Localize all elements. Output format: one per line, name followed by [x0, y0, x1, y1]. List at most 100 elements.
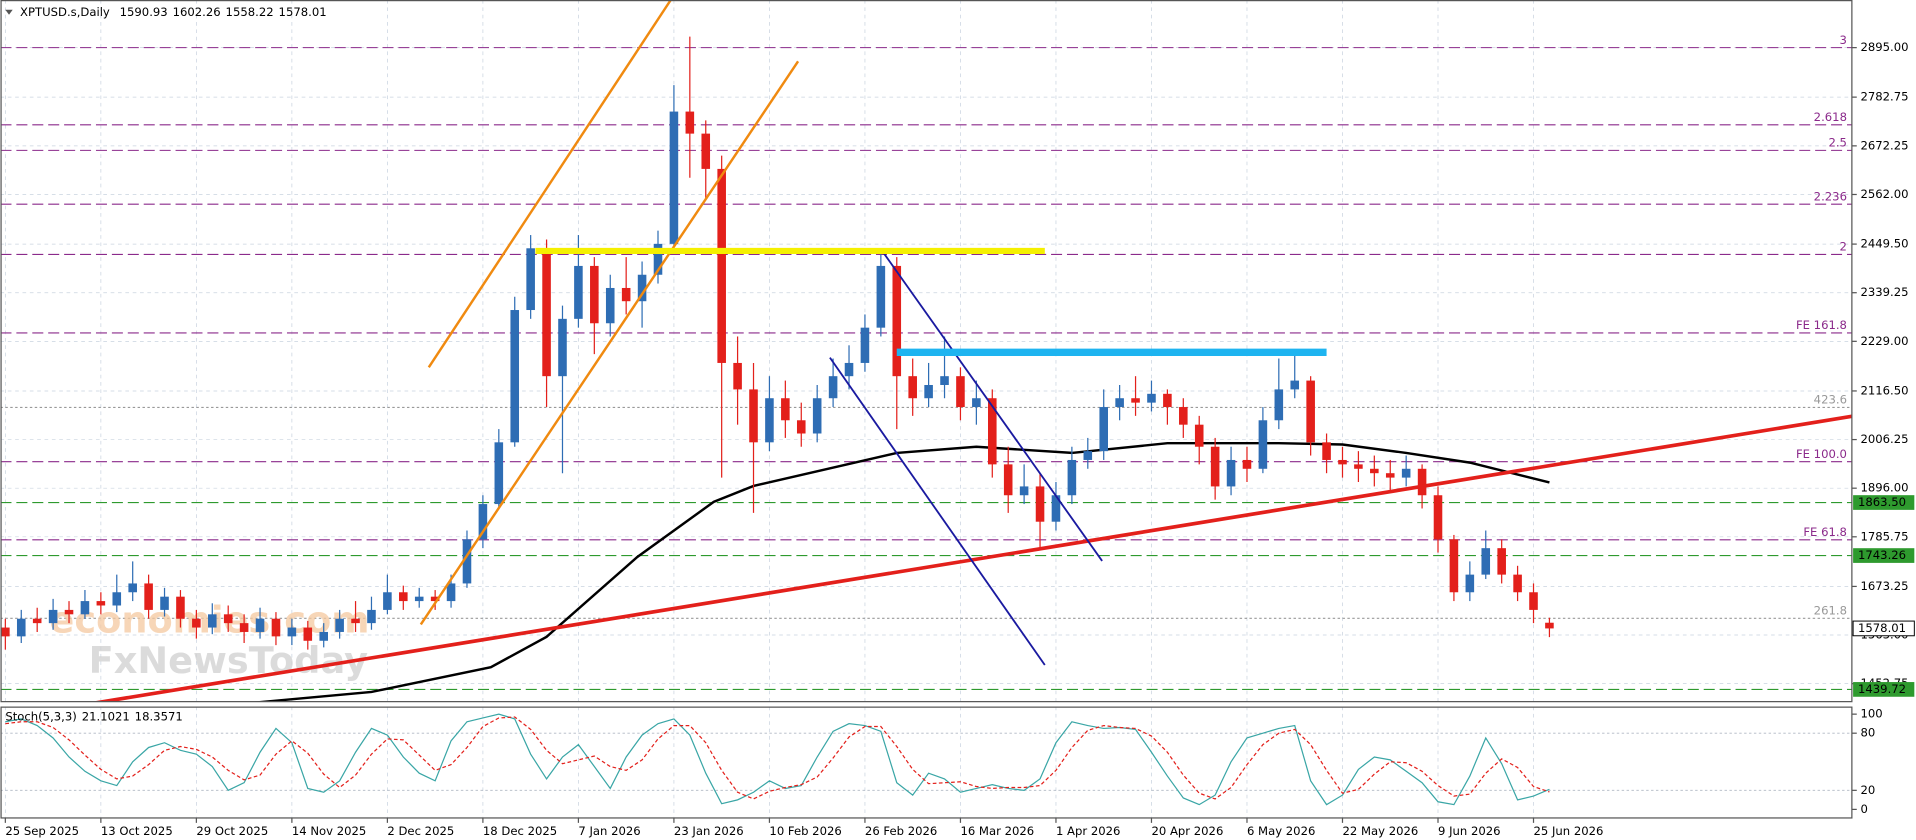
stoch-main-value: 21.1021: [82, 709, 130, 723]
candle-body: [876, 265, 886, 328]
x-tick-label: 25 Sep 2025: [5, 824, 79, 838]
level-label: 423.6: [1814, 393, 1847, 407]
level-label: 2.236: [1814, 189, 1847, 203]
candle-body: [1179, 407, 1188, 425]
stoch-panel-border: [0, 706, 1853, 819]
level-label: 2.618: [1814, 110, 1847, 124]
candle-body: [1051, 495, 1061, 522]
moving-average: [251, 441, 1550, 702]
candle-body: [924, 384, 933, 399]
collapse-icon[interactable]: [5, 9, 13, 15]
candle-body: [112, 592, 122, 606]
candle-body: [956, 376, 965, 408]
candle-body: [32, 618, 42, 624]
y-tick-label: 2672.25: [1860, 138, 1908, 152]
stoch-y-tick-label: 0: [1860, 802, 1867, 816]
candle-body: [96, 601, 106, 606]
candle-body: [1322, 442, 1331, 460]
candle-body: [653, 243, 663, 275]
high-value: 1602.26: [173, 5, 221, 19]
candle-body: [1163, 393, 1172, 408]
x-tick-label: 20 Apr 2026: [1151, 824, 1223, 838]
x-tick-label: 29 Oct 2025: [196, 824, 268, 838]
candle-body: [319, 631, 328, 641]
candle-body: [1003, 464, 1013, 496]
candle-body: [812, 398, 822, 434]
trend-line: [883, 253, 1103, 562]
x-tick-label: 26 Feb 2026: [865, 824, 937, 838]
candle-body: [1210, 446, 1220, 487]
candle-body: [1545, 622, 1554, 629]
y-tick-label: 2229.00: [1860, 334, 1908, 348]
candle-body: [701, 133, 711, 169]
symbol: XPTUSD.s,Daily: [20, 5, 110, 19]
candle-body: [733, 362, 742, 390]
y-tick-label: 1673.25: [1860, 579, 1908, 593]
candle-body: [1242, 459, 1252, 469]
candle-body: [637, 274, 647, 302]
main-plot: economies.comFxNewsToday: [0, 0, 1852, 702]
x-tick-label: 14 Nov 2025: [292, 824, 366, 838]
stoch-header: Stoch(5,3,3) 21.1021 18.3571: [5, 709, 182, 723]
y-tick-label: 1896.00: [1860, 481, 1908, 495]
level-label: FE 61.8: [1803, 525, 1847, 539]
candle-body: [1354, 464, 1363, 469]
candle-body: [128, 583, 137, 593]
candle-body: [1274, 389, 1284, 421]
candle-body: [749, 389, 758, 443]
candle-body: [271, 618, 281, 637]
candle-body: [1370, 468, 1379, 474]
candle-body: [1433, 495, 1443, 540]
x-tick-label: 22 May 2026: [1342, 824, 1418, 838]
candle-body: [1481, 548, 1491, 575]
x-tick-label: 18 Dec 2025: [483, 824, 557, 838]
price-label: 1743.26: [1858, 548, 1906, 562]
level-label: 261.8: [1814, 603, 1847, 617]
y-tick-label: 2562.00: [1860, 187, 1908, 201]
candle-body: [160, 596, 169, 610]
candle-body: [669, 111, 679, 244]
candle-body: [892, 265, 902, 377]
candle-body: [144, 583, 153, 610]
x-tick-label: 2 Dec 2025: [387, 824, 454, 838]
candle-body: [1529, 592, 1538, 610]
candle-body: [1449, 539, 1459, 593]
candle-body: [1131, 398, 1140, 403]
x-tick-label: 16 Mar 2026: [960, 824, 1034, 838]
candle-body: [414, 596, 424, 602]
candle-body: [574, 265, 583, 319]
candle-body: [399, 592, 408, 602]
x-tick-label: 7 Jan 2026: [578, 824, 640, 838]
x-tick-label: 9 Jun 2026: [1438, 824, 1501, 838]
level-label: 2.5: [1828, 136, 1847, 150]
trend-line: [427, 0, 672, 369]
candle-body: [1306, 380, 1315, 443]
candle-body: [351, 618, 360, 624]
candle-body: [796, 420, 806, 434]
low-value: 1558.22: [226, 5, 274, 19]
price-label-box: [1853, 495, 1915, 510]
candle-body: [1465, 574, 1475, 593]
price-label-box: [1853, 682, 1915, 697]
y-tick-label: 1785.75: [1860, 529, 1908, 543]
candle-body: [1497, 548, 1506, 575]
candle-body: [510, 310, 520, 443]
x-tick-label: 13 Oct 2025: [101, 824, 173, 838]
candle-body: [1290, 380, 1300, 390]
open-value: 1590.93: [120, 5, 168, 19]
candle-body: [1258, 420, 1268, 469]
candle-body: [192, 618, 201, 628]
candle-body: [1099, 407, 1108, 452]
candle-body: [844, 362, 854, 377]
candle-body: [828, 376, 838, 399]
current-price-box: [1852, 620, 1915, 637]
y-tick-label: 2782.75: [1860, 90, 1908, 104]
candle-body: [478, 504, 488, 540]
candle-body: [367, 609, 376, 624]
candle-body: [940, 376, 949, 385]
candle-body: [239, 623, 249, 632]
trend-line: [829, 357, 1046, 666]
stoch-plot: [0, 713, 1852, 806]
